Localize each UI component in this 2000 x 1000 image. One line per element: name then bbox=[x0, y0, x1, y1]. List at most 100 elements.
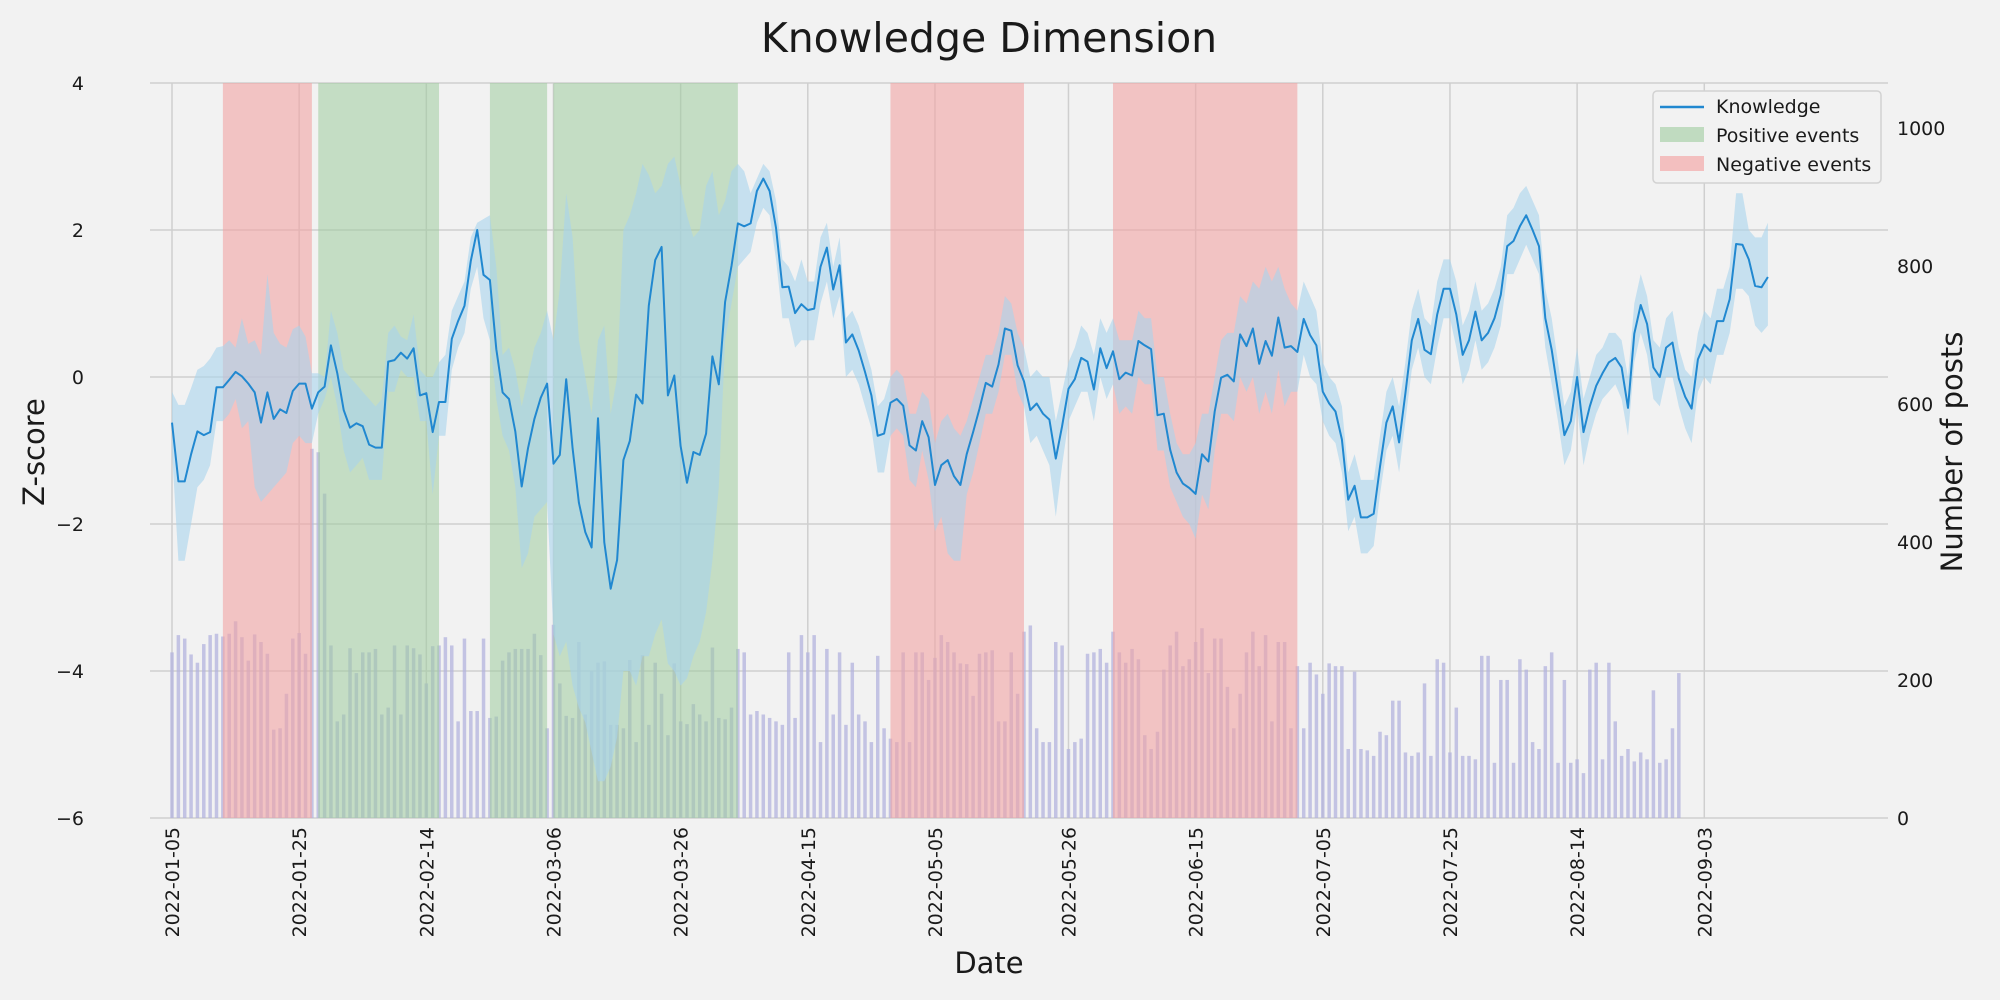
x-tick-label: 2022-03-26 bbox=[671, 827, 693, 937]
posts-bar bbox=[869, 742, 874, 818]
x-tick-label: 2022-06-15 bbox=[1186, 827, 1208, 937]
legend-negative-swatch bbox=[1660, 156, 1704, 171]
x-tick-label: 2022-03-06 bbox=[543, 827, 565, 937]
x-tick-label: 2022-02-14 bbox=[416, 827, 438, 937]
posts-bar bbox=[1054, 642, 1058, 818]
posts-bar bbox=[1441, 662, 1446, 818]
x-tick-label: 2022-01-05 bbox=[162, 827, 184, 937]
posts-bar bbox=[1111, 631, 1115, 818]
posts-bar bbox=[1085, 653, 1090, 818]
posts-bar bbox=[176, 635, 181, 818]
posts-bar bbox=[1346, 748, 1350, 818]
posts-bar bbox=[799, 635, 804, 818]
posts-bar bbox=[208, 635, 212, 818]
posts-bar bbox=[786, 652, 791, 818]
posts-bar bbox=[1575, 759, 1579, 818]
posts-bar bbox=[1410, 755, 1414, 818]
posts-bar bbox=[1594, 662, 1598, 818]
posts-bar bbox=[1524, 669, 1528, 818]
posts-bar bbox=[481, 638, 486, 818]
posts-bar bbox=[1365, 750, 1370, 818]
posts-bar bbox=[748, 714, 753, 818]
posts-bar bbox=[818, 742, 823, 818]
y-tick-label: −2 bbox=[56, 514, 84, 536]
posts-bar bbox=[1543, 666, 1548, 818]
posts-bar bbox=[1092, 652, 1096, 818]
posts-bar bbox=[1047, 742, 1052, 818]
posts-bar bbox=[831, 714, 835, 818]
posts-bar bbox=[1562, 679, 1567, 818]
x-tick-label: 2022-04-15 bbox=[798, 827, 820, 937]
posts-bar bbox=[214, 633, 219, 818]
posts-bar bbox=[774, 721, 778, 818]
posts-bar bbox=[1308, 662, 1312, 818]
y-tick-label: −6 bbox=[56, 808, 84, 830]
posts-bar bbox=[443, 637, 448, 818]
posts-bar bbox=[1371, 755, 1376, 818]
x-tick-label: 2022-05-05 bbox=[925, 827, 947, 937]
posts-bar bbox=[1321, 693, 1325, 818]
posts-bar bbox=[1607, 662, 1611, 818]
posts-bar bbox=[1435, 659, 1439, 818]
posts-bar bbox=[189, 654, 193, 818]
posts-bar bbox=[1677, 673, 1681, 818]
posts-bar bbox=[1626, 748, 1630, 818]
posts-bar bbox=[850, 662, 855, 818]
posts-bar bbox=[1619, 755, 1624, 818]
posts-bar bbox=[863, 721, 867, 818]
posts-bar bbox=[1104, 662, 1109, 818]
posts-bar bbox=[837, 652, 842, 818]
posts-bar bbox=[1066, 748, 1071, 818]
posts-bar bbox=[195, 662, 200, 818]
posts-bar bbox=[1505, 679, 1509, 818]
posts-bar bbox=[1486, 655, 1490, 818]
posts-bar bbox=[475, 711, 479, 818]
posts-bar bbox=[1028, 625, 1033, 818]
posts-bar bbox=[1333, 666, 1338, 818]
y2-tick-label: 600 bbox=[1897, 394, 1933, 416]
posts-bar bbox=[1429, 755, 1433, 818]
posts-bar bbox=[170, 652, 174, 818]
posts-bar bbox=[1098, 648, 1103, 818]
posts-bar bbox=[1651, 690, 1656, 818]
posts-bar bbox=[1378, 731, 1382, 818]
posts-bar bbox=[882, 728, 886, 818]
posts-bar bbox=[1670, 728, 1675, 818]
posts-bar bbox=[1645, 759, 1649, 818]
posts-bar bbox=[1511, 762, 1516, 818]
posts-bar bbox=[1390, 700, 1395, 818]
posts-bar bbox=[1060, 645, 1064, 818]
chart-title: Knowledge Dimension bbox=[761, 14, 1217, 62]
posts-bar bbox=[1588, 669, 1592, 818]
x-tick-label: 2022-08-14 bbox=[1567, 827, 1589, 937]
posts-bar bbox=[1384, 735, 1389, 818]
posts-bar bbox=[1658, 762, 1662, 818]
posts-bar bbox=[1492, 762, 1497, 818]
legend-box bbox=[1652, 90, 1882, 184]
posts-bar bbox=[1581, 773, 1586, 818]
posts-bar bbox=[812, 635, 816, 818]
posts-bar bbox=[755, 711, 759, 818]
posts-bar bbox=[1454, 707, 1459, 818]
y2-tick-label: 0 bbox=[1897, 808, 1909, 830]
posts-bar bbox=[1422, 683, 1427, 818]
posts-bar bbox=[1041, 742, 1045, 818]
posts-bar bbox=[1416, 752, 1420, 818]
posts-bar bbox=[469, 711, 473, 818]
posts-bar bbox=[1301, 728, 1306, 818]
confidence-band bbox=[172, 156, 1768, 782]
posts-bar bbox=[767, 717, 772, 818]
x-tick-label: 2022-07-05 bbox=[1313, 827, 1335, 937]
y-tick-label: −4 bbox=[56, 661, 84, 683]
posts-bar bbox=[742, 652, 746, 818]
y2-tick-label: 1000 bbox=[1897, 118, 1945, 140]
posts-bar bbox=[1600, 759, 1605, 818]
posts-bar bbox=[182, 638, 187, 818]
posts-bar bbox=[875, 655, 880, 818]
y-tick-label: 2 bbox=[72, 220, 84, 242]
knowledge-series-line bbox=[171, 177, 1769, 590]
posts-bar bbox=[1664, 759, 1668, 818]
x-tick-label: 2022-01-25 bbox=[289, 827, 311, 937]
posts-bar bbox=[1499, 679, 1503, 818]
